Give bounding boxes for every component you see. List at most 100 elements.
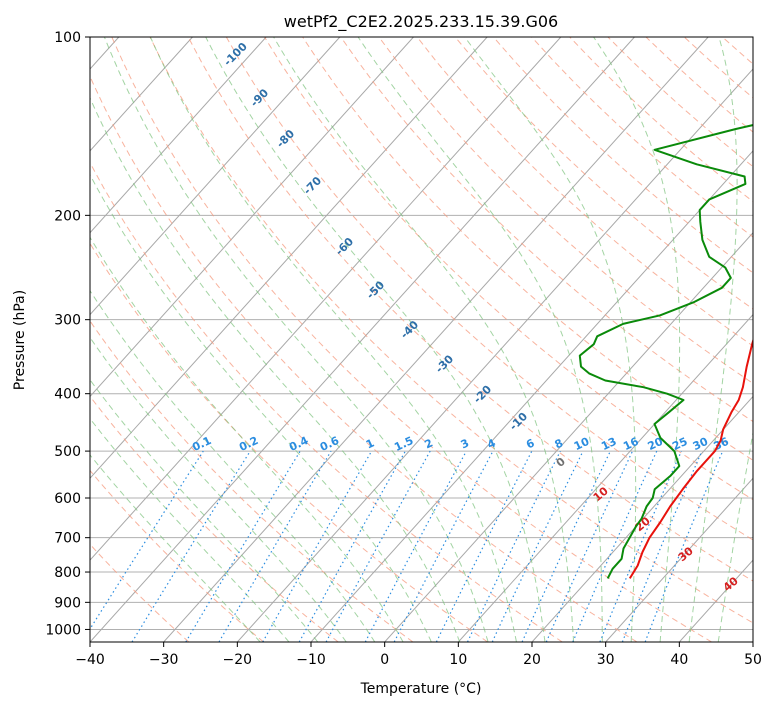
dry-adiabat-line <box>90 161 563 642</box>
y-tick-label: 400 <box>54 387 81 403</box>
moist-adiabat-line <box>593 37 681 642</box>
isotherm-line <box>457 313 753 642</box>
y-tick-label: 600 <box>54 491 81 507</box>
moist-adiabat-label: -60 <box>333 235 356 258</box>
dry-adiabat-line <box>378 37 753 385</box>
moist-adiabat-line <box>90 289 376 642</box>
y-axis: 100 200 300 400 500 600 700 800 900 1000 <box>45 30 90 638</box>
x-tick-label: −20 <box>223 652 253 668</box>
moist-adiabat-line <box>688 37 738 642</box>
moist-adiabat-label: -50 <box>364 278 387 301</box>
x-tick-label: −40 <box>75 652 105 668</box>
isotherm-line <box>90 37 341 316</box>
dry-adiabat-line <box>90 320 414 642</box>
isotherm-line <box>384 231 753 642</box>
mixing-ratio-line <box>131 450 251 642</box>
y-tick-label: 200 <box>54 208 81 224</box>
mixing-ratio-label: 10 <box>572 435 592 453</box>
mixing-ratio-line <box>185 450 301 642</box>
y-tick-label: 500 <box>54 444 81 460</box>
isotherm-line <box>90 37 267 234</box>
mixing-ratio-label: 3 <box>459 436 471 451</box>
y-tick-label: 1000 <box>45 622 81 638</box>
x-axis: −40 −30 −20 −10 0 10 20 30 40 50 <box>75 642 762 668</box>
dry-adiabat-line <box>683 37 753 99</box>
isotherm-line <box>531 395 753 642</box>
moist-adiabat-line <box>464 37 637 642</box>
isotherm-line <box>90 37 414 398</box>
mixing-ratio-label: 30 <box>691 435 711 453</box>
isotherm-line <box>163 37 709 642</box>
y-tick-label: 100 <box>54 30 81 46</box>
x-tick-label: 20 <box>523 652 541 668</box>
mixing-ratio-label: 2 <box>423 436 435 451</box>
dry-adiabat-line <box>761 37 775 642</box>
plot-frame <box>89 36 754 643</box>
mixing-ratio-line <box>325 450 431 642</box>
dry-adiabat-line <box>645 37 753 133</box>
isotherm-line <box>90 37 193 152</box>
mixing-ratio-line <box>466 450 561 642</box>
mixing-ratio-label: 6 <box>524 436 537 451</box>
moist-adiabat-label: -40 <box>398 318 421 341</box>
mixing-ratio-label: 4 <box>485 436 498 451</box>
mixing-ratio-line <box>599 450 682 642</box>
mixing-ratio-label: 25 <box>670 435 689 453</box>
dry-adiabat-label: 10 <box>591 484 611 504</box>
x-tick-label: −30 <box>149 652 179 668</box>
chart-title: wetPf2_C2E2.2025.233.15.39.G06 <box>284 12 558 32</box>
moist-adiabat-line <box>90 96 461 642</box>
line-labels: 0.1 0.2 0.4 0.6 1 1.5 2 3 4 6 8 10 13 16 20 25 30 36-100-… <box>190 40 741 594</box>
background-lines <box>90 37 775 642</box>
moist-adiabat-line <box>205 37 546 642</box>
dry-adiabat-line <box>416 37 753 347</box>
isotherm-line <box>752 641 753 642</box>
y-tick-label: 800 <box>54 565 81 581</box>
moist-adiabat-label: -80 <box>274 127 297 150</box>
mixing-ratio-line <box>298 450 406 642</box>
moist-adiabat-line <box>273 37 575 642</box>
mixing-ratio-label: 1 <box>364 436 376 451</box>
moist-adiabat-line <box>90 336 347 642</box>
dewpoint-line <box>578 124 753 579</box>
y-axis-label: Pressure (hPa) <box>12 290 28 390</box>
moist-adiabat-line <box>90 417 290 642</box>
mixing-ratio-line <box>491 450 584 642</box>
dry-adiabat-line <box>90 395 339 642</box>
x-tick-label: 50 <box>744 652 762 668</box>
y-tick-label: 700 <box>54 531 81 547</box>
y-tick-label: 900 <box>54 595 81 611</box>
moist-adiabat-line <box>90 454 261 642</box>
isotherm-line <box>310 150 753 642</box>
x-axis-label: Temperature (°C) <box>360 681 482 697</box>
mixing-ratio-label: 13 <box>599 435 618 453</box>
dry-adiabat-line <box>149 37 753 624</box>
moist-adiabat-label: -30 <box>433 352 456 375</box>
y-tick-label: 300 <box>54 313 81 329</box>
isotherm-line <box>90 37 562 561</box>
dry-adiabat-line <box>111 37 712 642</box>
isotherm-line <box>90 37 488 480</box>
mixing-ratio-line <box>364 450 467 642</box>
moist-adiabat-line <box>149 37 517 642</box>
isotherm-line <box>90 37 635 642</box>
x-tick-label: 40 <box>670 652 688 668</box>
dry-adiabat-line <box>264 37 753 501</box>
x-tick-label: 30 <box>597 652 615 668</box>
moist-adiabat-line <box>90 173 432 642</box>
isotherm-line <box>236 68 753 642</box>
mixing-ratio-label: 20 <box>646 435 666 453</box>
moist-adiabat-label: -100 <box>221 40 250 69</box>
mixing-ratio-line <box>90 450 204 631</box>
dry-adiabat-line <box>90 242 488 642</box>
dry-adiabat-line <box>454 37 753 310</box>
moist-adiabat-line <box>717 430 753 642</box>
dry-adiabat-label: 0 <box>554 455 568 470</box>
x-tick-label: −10 <box>296 652 326 668</box>
mixing-ratio-line <box>545 450 634 642</box>
moist-adiabat-label: -10 <box>507 410 530 433</box>
moist-adiabat-label: -90 <box>248 86 271 109</box>
dry-adiabat-line <box>90 543 190 642</box>
moist-adiabat-line <box>90 236 404 642</box>
